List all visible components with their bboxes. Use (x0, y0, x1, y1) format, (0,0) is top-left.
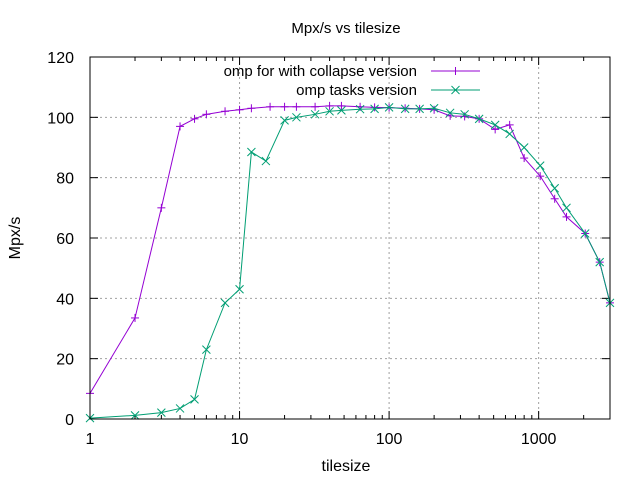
y-tick-label: 120 (47, 50, 74, 67)
data-point (280, 115, 289, 125)
data-point (156, 408, 166, 418)
data-point (384, 103, 394, 112)
data-point (247, 104, 256, 113)
y-tick-label: 20 (56, 352, 74, 369)
y-tick-label: 60 (56, 231, 74, 248)
data-point (370, 104, 379, 114)
chart-title: Mpx/s vs tilesize (291, 20, 400, 37)
series-1 (86, 101, 614, 398)
data-point (370, 103, 379, 112)
data-point (221, 107, 230, 116)
data-point (562, 203, 571, 213)
data-point (175, 404, 185, 413)
data-point (519, 143, 529, 152)
data-point (190, 114, 199, 123)
data-point (310, 109, 320, 119)
data-point (474, 114, 484, 124)
series-2 (85, 103, 615, 423)
data-point (325, 106, 334, 116)
data-point (190, 395, 199, 404)
x-axis-ticks: 1 10 100 1000 (86, 57, 585, 448)
plot-frame (89, 56, 611, 420)
data-point (202, 110, 211, 119)
legend-swatch-marker (451, 85, 460, 95)
data-point (505, 129, 515, 139)
data-point (247, 147, 256, 157)
data-point (415, 104, 424, 114)
data-point (490, 120, 500, 130)
data-point (550, 194, 559, 203)
data-point (535, 161, 545, 170)
data-point (202, 345, 211, 354)
data-point (220, 298, 230, 308)
x-tick-label: 1 (86, 431, 95, 448)
data-point (580, 229, 590, 238)
data-point (550, 183, 560, 193)
data-point (325, 101, 334, 110)
data-point (536, 172, 545, 181)
legend-swatch-marker (451, 67, 460, 75)
data-point (261, 156, 271, 166)
data-point (505, 120, 514, 129)
data-point (562, 212, 571, 221)
y-axis-label: Mpx/s (7, 217, 24, 260)
data-point (491, 125, 500, 134)
data-point (445, 108, 455, 118)
data-point (266, 102, 275, 111)
data-point (430, 105, 439, 114)
data-point (131, 313, 140, 322)
data-point (400, 104, 410, 114)
x-tick-label: 100 (376, 431, 403, 448)
legend: omp for with collapse version omp tasks v… (224, 63, 480, 99)
x-tick-label: 1000 (521, 431, 557, 448)
data-point (157, 203, 166, 212)
y-tick-label: 100 (47, 110, 74, 127)
data-point (460, 109, 469, 119)
series-line (89, 105, 611, 394)
y-axis-ticks: 0 20 40 60 80 100 120 (47, 50, 610, 429)
data-point (235, 105, 244, 114)
data-point (176, 122, 185, 131)
data-point (337, 101, 346, 110)
y-tick-label: 80 (56, 171, 74, 188)
data-point (337, 106, 346, 115)
series-line (89, 106, 611, 419)
data-point (292, 102, 301, 111)
y-tick-label: 0 (65, 412, 74, 429)
data-point (130, 411, 140, 420)
legend-label: omp for with collapse version (224, 63, 417, 80)
data-point (292, 112, 301, 122)
data-point (355, 104, 365, 114)
data-point (595, 257, 605, 267)
data-point (520, 154, 529, 163)
y-tick-label: 40 (56, 291, 74, 308)
data-point (311, 102, 320, 111)
data-point (235, 284, 244, 294)
grid-lines (90, 57, 610, 419)
data-point (280, 102, 289, 111)
plot-series (85, 101, 615, 423)
legend-label: omp tasks version (296, 82, 417, 99)
x-axis-label: tilesize (322, 458, 371, 475)
x-tick-label: 10 (231, 431, 249, 448)
data-point (429, 103, 439, 113)
